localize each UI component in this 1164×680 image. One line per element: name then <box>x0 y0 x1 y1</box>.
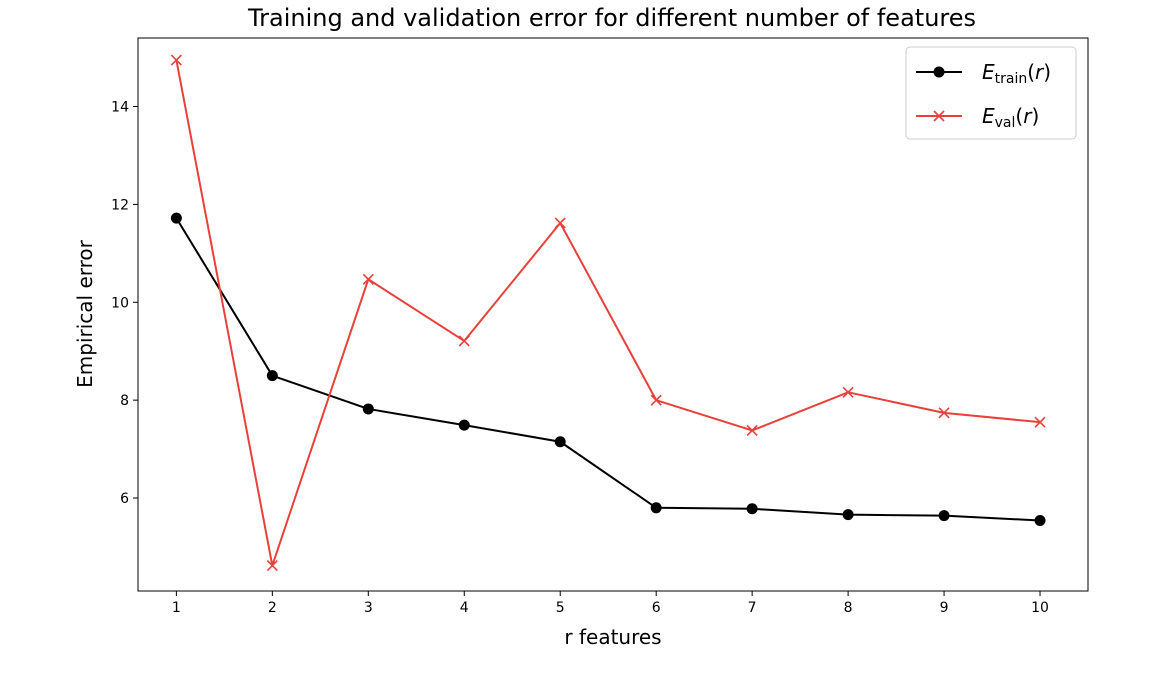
y-tick-label: 6 <box>120 491 129 507</box>
data-point-train <box>1034 515 1046 527</box>
x-tick-label: 1 <box>172 600 181 616</box>
legend-marker <box>933 66 945 78</box>
data-point-val <box>650 394 662 406</box>
x-tick-label: 7 <box>748 600 757 616</box>
data-point-val <box>1034 416 1046 428</box>
legend-marker <box>933 110 945 122</box>
series-line-train <box>175 217 1041 522</box>
y-axis-ticks: 6 8 10 12 14 <box>111 100 138 507</box>
x-tick-label: 3 <box>364 600 373 616</box>
y-tick-label: 12 <box>111 197 129 213</box>
x-axis-title: r features <box>564 625 661 649</box>
legend-entry-val: Eval(r) <box>916 104 1039 131</box>
x-axis-ticks: 1 2 3 4 5 6 7 8 9 10 <box>172 591 1049 616</box>
series-line-val <box>175 59 1041 567</box>
x-tick-label: 2 <box>268 600 277 616</box>
data-point-train <box>650 502 662 514</box>
plot-area-frame <box>137 37 1089 592</box>
data-point-val <box>554 217 566 229</box>
x-tick-label: 8 <box>844 600 853 616</box>
data-point-train <box>938 510 950 522</box>
data-point-train <box>362 403 374 415</box>
y-axis-title: Empirical error <box>73 239 97 388</box>
data-point-val <box>746 424 758 437</box>
data-point-train <box>842 509 854 521</box>
legend-label: Etrain(r) <box>982 60 1051 87</box>
x-tick-label: 6 <box>652 600 661 616</box>
data-point-val <box>458 335 470 347</box>
data-point-val <box>362 273 374 285</box>
data-point-train <box>746 503 758 515</box>
data-point-train <box>266 370 278 382</box>
legend-label: Eval(r) <box>982 104 1039 131</box>
data-point-train <box>554 436 566 448</box>
x-tick-label: 5 <box>556 600 565 616</box>
legend: Etrain(r) Eval(r) <box>905 46 1077 140</box>
y-tick-label: 8 <box>120 393 129 409</box>
y-tick-label: 10 <box>111 295 129 311</box>
data-point-val <box>266 559 278 572</box>
x-tick-label: 4 <box>460 600 469 616</box>
chart-title: Training and validation error for differ… <box>247 4 976 32</box>
x-tick-label: 10 <box>1031 600 1049 616</box>
x-tick-label: 9 <box>940 600 949 616</box>
y-tick-label: 14 <box>111 100 129 116</box>
data-point-train <box>458 419 470 431</box>
data-point-train <box>170 212 182 224</box>
legend-entry-train: Etrain(r) <box>916 60 1051 87</box>
data-point-val <box>938 407 950 419</box>
series-layer <box>170 54 1046 572</box>
data-point-val <box>842 386 854 398</box>
data-point-val <box>170 54 182 66</box>
